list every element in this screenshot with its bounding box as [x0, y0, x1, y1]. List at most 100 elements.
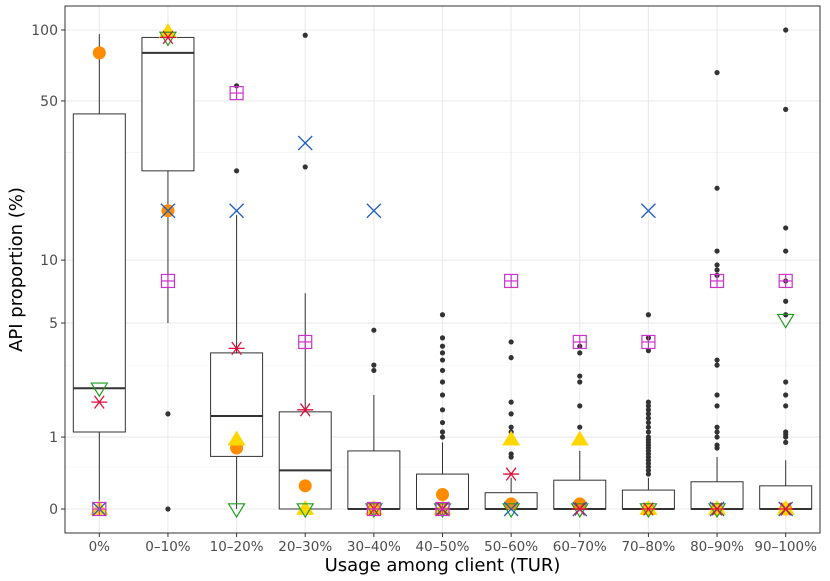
outlier-point: [714, 357, 720, 363]
outlier-point: [783, 225, 789, 231]
outlier-point: [645, 419, 652, 426]
outlier-point: [645, 403, 652, 409]
x-axis-title: Usage among client (TUR): [325, 555, 561, 576]
outlier-point: [645, 407, 652, 413]
marker-stroke: [366, 203, 382, 219]
y-tick-label: 5: [49, 316, 58, 332]
triangle-down-marker: [570, 503, 589, 519]
square-plus-marker: [229, 85, 244, 101]
square-plus-marker: [709, 273, 725, 289]
circle-marker: [436, 487, 449, 501]
asterisk-marker: [571, 502, 588, 516]
outlier-point: [714, 429, 720, 435]
marker-stroke: [505, 467, 517, 481]
x-tick-label: 70–80%: [621, 539, 675, 555]
asterisk-marker: [709, 502, 726, 516]
iqr-box: [278, 411, 332, 510]
outlier-point: [439, 434, 446, 440]
marker-shape: [708, 500, 727, 515]
y-tick-label: 10: [40, 253, 58, 269]
marker-shape: [502, 503, 521, 519]
outlier-point: [508, 399, 514, 405]
box-5: [347, 394, 401, 510]
marker-shape: [158, 23, 177, 38]
outlier-point: [783, 392, 789, 398]
marker-stroke: [640, 203, 656, 219]
marker-shape: [707, 503, 727, 519]
marker-stroke: [93, 395, 105, 409]
outlier-point: [439, 379, 446, 385]
triangle-up-marker: [570, 430, 589, 446]
outlier-point: [714, 69, 720, 76]
asterisk-marker: [228, 341, 245, 356]
outlier-point: [783, 27, 789, 33]
outlier-point: [577, 379, 583, 385]
square-plus-marker: [92, 501, 107, 517]
x-tick-label: 0–10%: [145, 539, 191, 555]
outlier-point: [645, 467, 652, 474]
marker-shape: [92, 46, 106, 60]
outlier-point: [783, 439, 789, 445]
outlier-point: [371, 327, 377, 333]
square-plus-marker: [572, 334, 587, 350]
outlier-point: [439, 392, 446, 398]
triangle-up-marker: [708, 500, 727, 515]
x-tick-label: 80–90%: [690, 539, 744, 555]
outlier-point: [302, 164, 308, 170]
x-marker: [160, 203, 176, 219]
outlier-point: [302, 32, 308, 38]
x-marker: [640, 203, 656, 219]
marker-shape: [570, 503, 589, 519]
asterisk-marker: [503, 467, 520, 481]
marker-stroke: [780, 502, 792, 516]
marker-stroke: [574, 502, 586, 516]
y-tick-label: 0: [49, 502, 58, 518]
x-marker: [229, 203, 245, 219]
outlier-point: [439, 312, 446, 318]
outlier-point: [645, 312, 652, 318]
marker-shape: [639, 500, 658, 515]
outlier-point: [508, 339, 514, 345]
asterisk-marker: [297, 403, 314, 417]
triangle-up-marker: [502, 430, 521, 446]
outlier-point: [508, 411, 514, 417]
outlier-point: [714, 185, 720, 191]
x-tick-label: 30–40%: [347, 539, 401, 555]
asterisk-marker: [640, 502, 657, 516]
outlier-point: [714, 445, 720, 451]
outlier-point: [439, 429, 446, 435]
outlier-point: [783, 298, 789, 304]
x-marker: [366, 203, 382, 219]
outlier-point: [714, 362, 720, 368]
outlier-point: [439, 357, 446, 363]
outlier-point: [508, 454, 514, 460]
outlier-point: [439, 419, 446, 426]
asterisk-marker: [91, 395, 108, 409]
outlier-point: [371, 362, 377, 368]
marker-shape: [570, 430, 589, 446]
triangle-down-marker: [776, 313, 795, 329]
triangle-down-marker: [502, 503, 521, 519]
outlier-point: [371, 367, 377, 374]
triangle-up-marker: [296, 500, 315, 515]
outlier-point: [714, 267, 720, 273]
x-marker: [297, 135, 313, 151]
box-2: [141, 30, 195, 324]
x-tick-label: 50–60%: [484, 539, 538, 555]
marker-shape: [776, 500, 795, 515]
marker-stroke: [229, 203, 245, 219]
y-tick-label: 1: [49, 430, 58, 446]
marker-shape: [298, 479, 312, 493]
outlier-point: [645, 415, 652, 421]
outlier-point: [439, 343, 446, 349]
outlier-point: [439, 335, 446, 341]
circle-marker: [298, 479, 312, 493]
outlier-point: [439, 367, 446, 374]
marker-stroke: [503, 501, 519, 517]
x-tick-label: 40–50%: [416, 539, 470, 555]
marker-stroke: [160, 203, 176, 219]
marker-shape: [502, 430, 521, 446]
marker-shape: [227, 430, 246, 446]
outlier-point: [439, 350, 446, 356]
